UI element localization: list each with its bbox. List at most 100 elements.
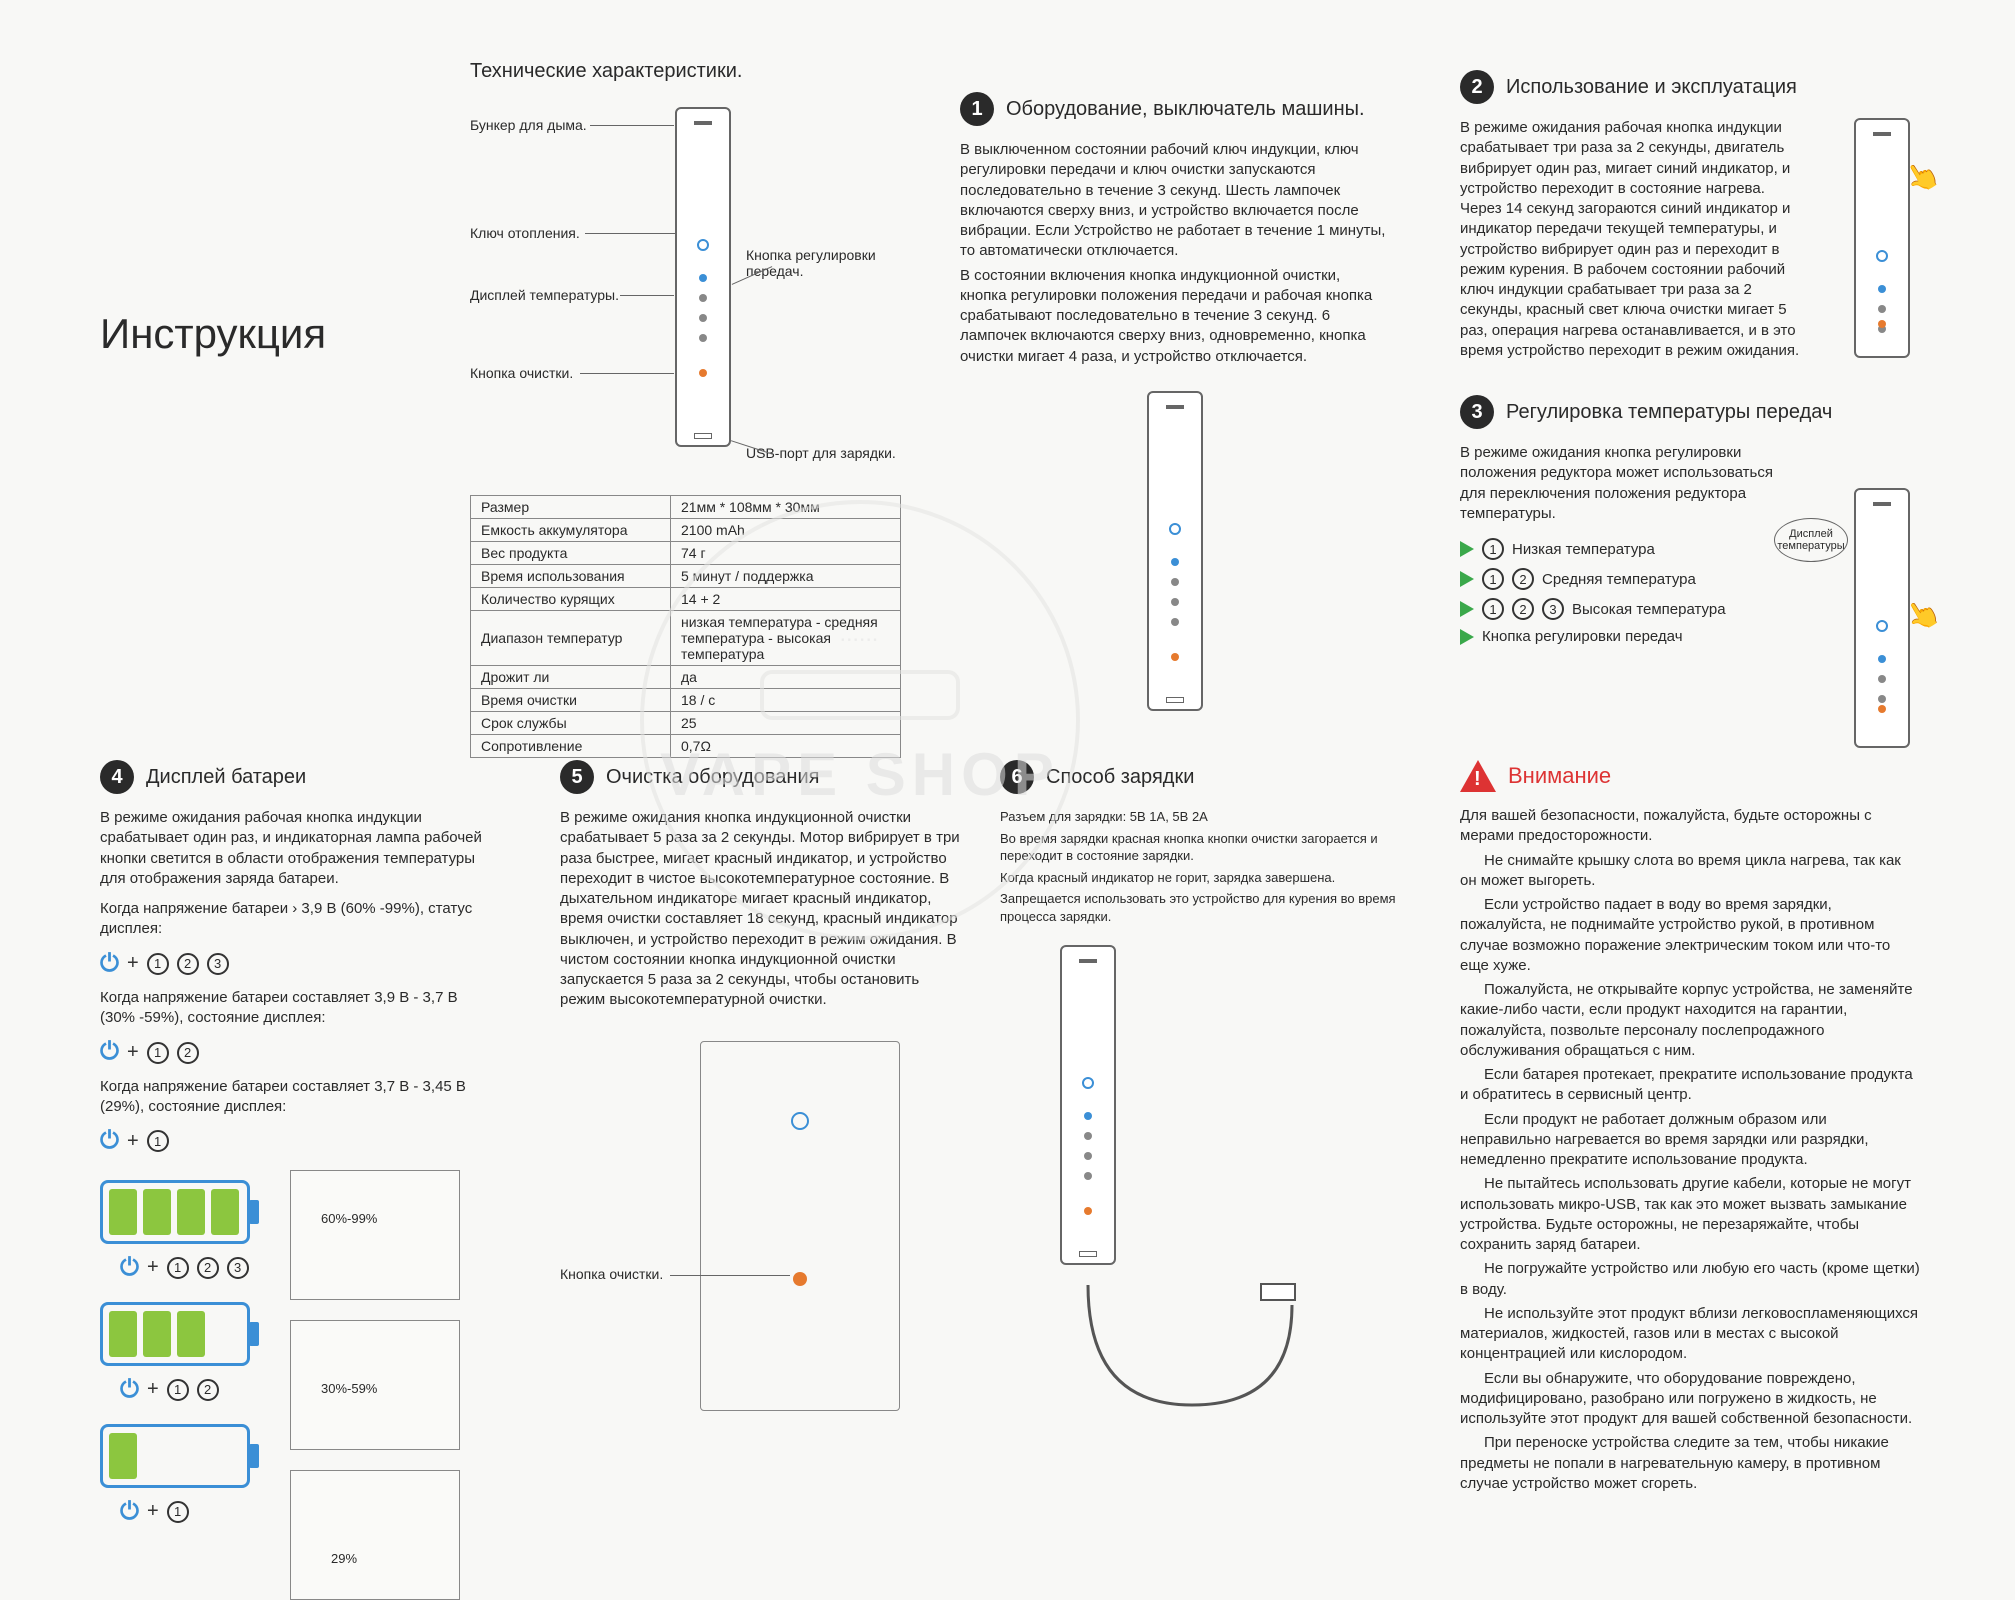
badge-6: 6 (1000, 760, 1034, 794)
triangle-icon (1460, 541, 1474, 557)
spec-val: низкая температура - средняя температура… (671, 611, 901, 666)
bubble-temp: Дисплей температуры (1774, 518, 1848, 562)
spec-val: 25 (671, 712, 901, 735)
triangle-icon (1460, 571, 1474, 587)
warning-panel: Внимание Для вашей безопасности, пожалуй… (1460, 760, 1920, 1498)
spec-val: 18 / с (671, 689, 901, 712)
spec-val: 14 + 2 (671, 588, 901, 611)
s5-p1: В режиме ожидания кнопка индукционной оч… (560, 808, 960, 1011)
mini-num: 2 (1512, 598, 1534, 620)
main-title: Инструкция (100, 310, 326, 358)
tech-heading: Технические характеристики. (470, 60, 910, 83)
main-title-block: Инструкция (100, 310, 326, 378)
s6-p4: Запрещается использовать это устройство … (1000, 890, 1420, 925)
spec-key: Диапазон температур (471, 611, 671, 666)
warn-para: Не погружайте устройство или любую его ч… (1460, 1259, 1920, 1300)
mini-num: 1 (1482, 538, 1504, 560)
spec-key: Вес продукта (471, 542, 671, 565)
s4-l1a: Когда напряжение батареи › 3,9 В (60% -9… (100, 899, 490, 940)
label-gear-btn: Кнопка регулировки передач. (746, 247, 896, 279)
section-3: 3 Регулировка температуры передач В режи… (1460, 395, 1900, 653)
s6-p1: Разъем для зарядки: 5В 1А, 5В 2А (1000, 808, 1420, 826)
label-temp-display: Дисплей температуры. (470, 287, 619, 303)
triangle-icon (1460, 601, 1474, 617)
label-clean-btn: Кнопка очистки. (470, 365, 573, 381)
warn-para: Не снимайте крышку слота во время цикла … (1460, 851, 1920, 892)
spec-key: Емкость аккумулятора (471, 519, 671, 542)
spec-key: Сопротивление (471, 735, 671, 758)
mini-num: 3 (1542, 598, 1564, 620)
spec-val: 21мм * 108мм * 30мм (671, 496, 901, 519)
spec-val: 5 минут / поддержка (671, 565, 901, 588)
section-5: 5 Очистка оборудования В режиме ожидания… (560, 760, 960, 1421)
spec-key: Количество курящих (471, 588, 671, 611)
spec-val: да (671, 666, 901, 689)
battery-med (100, 1302, 250, 1366)
warn-para: Для вашей безопасности, пожалуйста, будь… (1460, 806, 1920, 847)
plug-icon (1260, 1283, 1296, 1301)
temp-label: Низкая температура (1512, 541, 1655, 558)
warn-para: Если вы обнаружите, что оборудование пов… (1460, 1369, 1920, 1430)
s1-title: Оборудование, выключатель машины. (1006, 98, 1365, 121)
label-bunker: Бункер для дыма. (470, 117, 587, 133)
s2-title: Использование и эксплуатация (1506, 76, 1797, 99)
section-4: 4 Дисплей батареи В режиме ожидания рабо… (100, 760, 490, 1600)
badge-3: 3 (1460, 395, 1494, 429)
s4-l3a: Когда напряжение батареи составляет 3,7 … (100, 1077, 490, 1118)
s6-p3: Когда красный индикатор не горит, зарядк… (1000, 869, 1420, 887)
warning-icon (1460, 760, 1496, 792)
battery-low (100, 1424, 250, 1488)
spec-val: 2100 mAh (671, 519, 901, 542)
warn-para: Пожалуйста, не открывайте корпус устройс… (1460, 980, 1920, 1061)
s3-title: Регулировка температуры передач (1506, 401, 1832, 424)
spec-val: 0,7Ω (671, 735, 901, 758)
warn-para: При переноске устройства следите за тем,… (1460, 1433, 1920, 1494)
warn-para: Не используйте этот продукт вблизи легко… (1460, 1304, 1920, 1365)
battery-col: ⏻+123 ⏻+12 ⏻+1 (100, 1170, 250, 1600)
s3-knob: Кнопка регулировки передач (1482, 628, 1683, 645)
mini-num: 1 (1482, 568, 1504, 590)
label-heat-key: Ключ отопления. (470, 225, 580, 241)
s1-p1: В выключенном состоянии рабочий ключ инд… (960, 140, 1390, 262)
s4-p1: В режиме ожидания рабочая кнопка индукци… (100, 808, 490, 889)
panel-col: 60%-99% 30%-59% 29% (290, 1170, 460, 1600)
badge-1: 1 (960, 92, 994, 126)
warn-para: Если устройство падает в воду во время з… (1460, 895, 1920, 976)
s5-title: Очистка оборудования (606, 766, 819, 789)
warn-title: Внимание (1508, 763, 1611, 789)
s3-p1: В режиме ожидания кнопка регулировки пол… (1460, 443, 1790, 524)
warn-para: Если продукт не работает должным образом… (1460, 1110, 1920, 1171)
s6-title: Способ зарядки (1046, 766, 1194, 789)
s4-title: Дисплей батареи (146, 766, 306, 789)
section-6: 6 Способ зарядки Разъем для зарядки: 5В … (1000, 760, 1420, 1425)
badge-2: 2 (1460, 70, 1494, 104)
s1-p2: В состоянии включения кнопка индукционно… (960, 266, 1390, 367)
tech-panel: Технические характеристики. Бункер для д… (470, 60, 910, 758)
mini-num: 1 (1482, 598, 1504, 620)
spec-val: 74 г (671, 542, 901, 565)
spec-key: Дрожит ли (471, 666, 671, 689)
mini-num: 2 (1512, 568, 1534, 590)
badge-4: 4 (100, 760, 134, 794)
device-s5 (700, 1041, 900, 1411)
section-2: 2 Использование и эксплуатация В режиме … (1460, 70, 1900, 365)
spec-key: Размер (471, 496, 671, 519)
device-s1 (1147, 391, 1203, 711)
s2-p1: В режиме ожидания рабочая кнопка индукци… (1460, 118, 1800, 361)
s4-l2a: Когда напряжение батареи составляет 3,9 … (100, 988, 490, 1029)
warn-para: Если батарея протекает, прекратите испол… (1460, 1065, 1920, 1106)
battery-full (100, 1180, 250, 1244)
spec-key: Время очистки (471, 689, 671, 712)
triangle-icon (1460, 629, 1474, 645)
spec-key: Срок службы (471, 712, 671, 735)
badge-5: 5 (560, 760, 594, 794)
section-1: 1 Оборудование, выключатель машины. В вы… (960, 92, 1390, 711)
spec-key: Время использования (471, 565, 671, 588)
spec-table: Размер21мм * 108мм * 30ммЕмкость аккумул… (470, 495, 901, 758)
device-diagram (675, 107, 731, 447)
temp-label: Средняя температура (1542, 571, 1696, 588)
device-s3 (1854, 488, 1910, 748)
device-s2 (1854, 118, 1910, 358)
warn-para: Не пытайтесь использовать другие кабели,… (1460, 1174, 1920, 1255)
tech-diagram: Бункер для дыма. Ключ отопления. Дисплей… (470, 97, 910, 487)
